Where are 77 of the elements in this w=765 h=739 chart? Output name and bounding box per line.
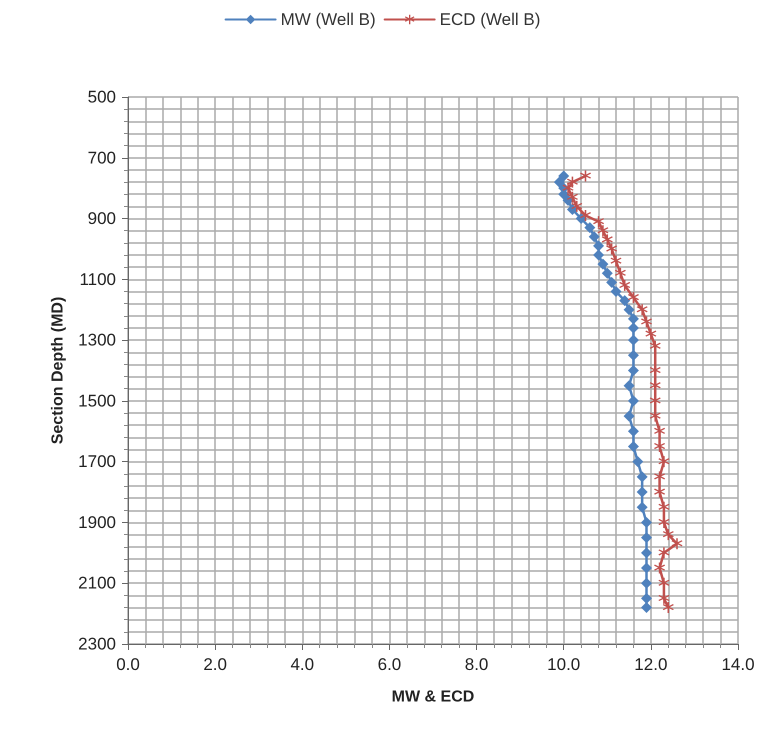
point — [658, 456, 670, 468]
point — [662, 602, 674, 614]
y-tick-label: 2300 — [78, 634, 116, 654]
legend-label: ECD (Well B) — [440, 10, 540, 29]
point — [584, 222, 596, 234]
point — [566, 192, 578, 203]
point — [602, 268, 613, 279]
y-tick-label: 1700 — [78, 452, 116, 472]
point — [554, 176, 565, 188]
point — [636, 304, 648, 316]
point — [636, 471, 648, 482]
x-tick-label: 6.0 — [378, 655, 402, 674]
point — [672, 538, 682, 550]
x-tick-label: 10.0 — [547, 655, 580, 674]
point — [588, 231, 600, 242]
point — [641, 592, 652, 604]
point — [624, 410, 635, 422]
point — [628, 292, 639, 304]
point — [641, 562, 652, 574]
x-axis-title: MW & ECD — [392, 688, 474, 706]
point — [619, 280, 630, 291]
point — [593, 250, 604, 261]
y-tick-label: 1300 — [78, 330, 116, 350]
legend-label: MW (Well B) — [280, 10, 376, 29]
x-tick-label: 8.0 — [464, 655, 488, 674]
point — [606, 276, 618, 288]
point — [628, 350, 639, 361]
point — [662, 529, 674, 540]
y-tick-label: 900 — [88, 209, 116, 228]
point — [641, 602, 652, 614]
point — [624, 380, 635, 392]
point — [606, 243, 618, 254]
point — [628, 365, 639, 376]
x-tick-label: 12.0 — [634, 655, 668, 674]
point — [641, 516, 652, 528]
x-tick-label: 14.0 — [721, 655, 755, 674]
point — [619, 295, 630, 306]
point — [641, 578, 652, 589]
y-tick-label: 500 — [88, 88, 116, 106]
point — [614, 268, 626, 279]
point — [641, 532, 652, 544]
point — [654, 562, 666, 574]
point — [628, 334, 639, 346]
point — [636, 486, 648, 498]
point — [628, 322, 639, 334]
point — [641, 316, 652, 328]
point — [597, 225, 608, 236]
point — [571, 200, 582, 212]
point — [658, 547, 670, 558]
y-tick-label: 2100 — [78, 574, 116, 593]
point — [610, 256, 622, 267]
point — [580, 210, 591, 222]
y-tick-label: 700 — [88, 148, 116, 168]
point — [628, 426, 639, 437]
y-tick-label: 1500 — [78, 391, 116, 410]
point — [628, 313, 639, 324]
point — [624, 304, 635, 316]
point — [610, 286, 622, 297]
y-tick-label: 1100 — [79, 270, 116, 289]
point — [597, 258, 608, 270]
x-tick-label: 2.0 — [203, 655, 227, 674]
point — [641, 547, 652, 558]
point — [628, 440, 639, 452]
point — [580, 170, 591, 182]
y-axis-title: Section Depth (MD) — [50, 296, 66, 444]
point — [593, 216, 604, 228]
point — [562, 182, 574, 194]
point — [645, 328, 656, 340]
point — [636, 502, 648, 513]
point — [593, 240, 604, 252]
point — [632, 456, 644, 468]
point — [628, 395, 639, 406]
y-tick-label: 1900 — [78, 512, 116, 532]
x-tick-label: 0.0 — [116, 655, 140, 674]
point — [602, 234, 613, 246]
point — [558, 170, 570, 182]
x-tick-label: 4.0 — [290, 655, 314, 674]
